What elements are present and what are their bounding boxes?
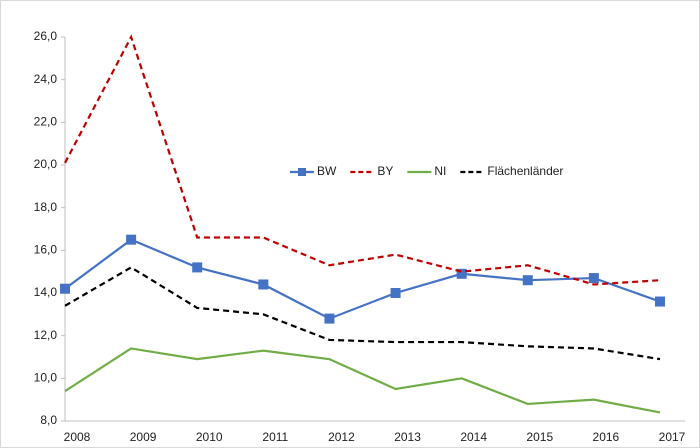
legend-marker: [298, 168, 306, 176]
x-tick-label: 2015: [526, 430, 553, 444]
x-tick-label: 2013: [394, 430, 421, 444]
y-tick-label: 20,0: [34, 157, 58, 171]
y-tick-label: 10,0: [34, 371, 58, 385]
marker: [60, 283, 70, 294]
x-tick-label: 2014: [460, 430, 487, 444]
series-line: [64, 34, 661, 286]
x-tick-label: 2017: [659, 430, 686, 444]
y-tick-label: 8,0: [40, 413, 57, 427]
x-tick-label: 2009: [130, 430, 157, 444]
y-tick-label: 14,0: [34, 285, 58, 299]
x-tick-label: 2010: [196, 430, 223, 444]
y-tick-label: 22,0: [34, 115, 58, 129]
marker: [324, 313, 335, 324]
series-line: [64, 347, 661, 414]
x-tick-label: 2016: [593, 430, 620, 444]
legend-label: NI: [434, 164, 446, 178]
legend-label: BW: [317, 164, 337, 178]
marker: [192, 262, 203, 273]
marker: [655, 296, 665, 307]
y-tick-label: 26,0: [34, 29, 58, 43]
y-tick-label: 12,0: [34, 328, 58, 342]
x-tick-label: 2008: [64, 430, 91, 444]
y-tick-label: 18,0: [34, 200, 58, 214]
marker: [588, 273, 599, 284]
marker: [126, 234, 137, 245]
y-tick-label: 16,0: [34, 243, 58, 257]
marker: [522, 275, 533, 286]
y-tick-label: 24,0: [34, 72, 58, 86]
x-tick-label: 2011: [262, 430, 288, 444]
series-line: [64, 238, 661, 320]
marker: [258, 279, 269, 290]
series-line: [64, 266, 661, 361]
marker: [390, 288, 401, 298]
legend-label: Flächenländer: [487, 164, 563, 178]
marker: [456, 268, 467, 279]
legend-label: BY: [377, 164, 393, 178]
x-tick-label: 2012: [328, 430, 355, 444]
